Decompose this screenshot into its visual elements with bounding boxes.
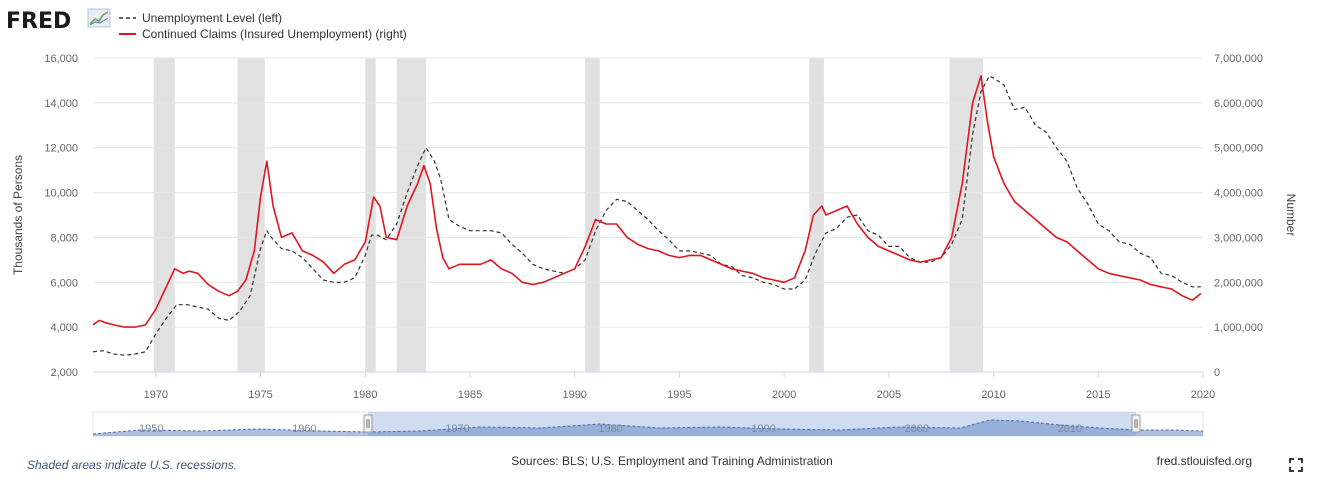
left-axis-title: Thousands of Persons — [11, 155, 25, 275]
navigator-label: 1980 — [598, 423, 622, 435]
right-y-tick-label: 5,000,000 — [1214, 143, 1263, 155]
left-y-tick-label: 2,000 — [50, 367, 78, 379]
right-y-tick-label: 2,000,000 — [1214, 277, 1263, 289]
x-axis-ticks: 1970 1975 1980 1985 1990 1995 2000 2005 2010 2015… — [93, 371, 1215, 401]
right-y-tick-label: 7,000,000 — [1214, 53, 1263, 65]
navigator-handle-right[interactable] — [1131, 414, 1141, 433]
range-navigator[interactable]: 1950 1960 1970 1980 1990 2000 2010 — [92, 411, 1204, 437]
fred-logo[interactable]: FRED — [6, 8, 111, 34]
right-y-tick-label: 0 — [1214, 367, 1220, 379]
right-axis-title: Number — [1284, 194, 1298, 237]
left-y-tick-label: 12,000 — [44, 143, 78, 155]
recession-band — [396, 58, 426, 372]
right-y-tick-label: 4,000,000 — [1214, 188, 1263, 200]
navigator-label: 1960 — [292, 423, 316, 435]
x-tick-label: 2015 — [1086, 389, 1110, 401]
plot-area — [92, 57, 1203, 373]
left-y-tick-label: 16,000 — [44, 53, 78, 65]
legend-item-continued-claims[interactable]: Continued Claims (Insured Unemployment) … — [119, 27, 407, 41]
legend-item-unemployment[interactable]: Unemployment Level (left) — [119, 11, 282, 25]
left-y-tick-label: 14,000 — [44, 98, 78, 110]
series-line-unemployment-level — [92, 75, 1201, 356]
legend-label-unemployment: Unemployment Level (left) — [142, 11, 282, 25]
x-tick-label: 2005 — [877, 389, 901, 401]
x-tick-label: 2020 — [1191, 389, 1215, 401]
navigator-handle-left[interactable] — [363, 414, 373, 433]
left-y-tick-label: 8,000 — [50, 232, 78, 244]
right-y-tick-label: 3,000,000 — [1214, 232, 1263, 244]
legend-label-continued-claims: Continued Claims (Insured Unemployment) … — [142, 27, 407, 41]
right-y-axis-ticks: 0 1,000,000 2,000,000 3,000,000 4,000,000 5,0… — [1214, 53, 1263, 379]
left-y-tick-label: 4,000 — [50, 322, 78, 334]
navigator-labels: 1950 1960 1970 1980 1990 2000 2010 — [139, 423, 1082, 435]
right-y-tick-label: 1,000,000 — [1214, 322, 1263, 334]
recession-band — [809, 58, 824, 372]
x-tick-label: 1980 — [353, 389, 377, 401]
x-tick-label: 1970 — [144, 389, 168, 401]
fullscreen-icon[interactable] — [1289, 458, 1303, 472]
navigator-label: 1970 — [445, 423, 469, 435]
x-tick-label: 2010 — [981, 389, 1005, 401]
recession-note: Shaded areas indicate U.S. recessions. — [27, 458, 237, 472]
x-tick-label: 2000 — [772, 389, 796, 401]
sources-text: Sources: BLS; U.S. Employment and Traini… — [511, 454, 833, 468]
line-graph-icon — [87, 8, 111, 28]
logo-text: FRED — [6, 9, 71, 34]
series-lines — [92, 75, 1202, 356]
navigator-label: 1950 — [139, 423, 163, 435]
left-y-tick-label: 6,000 — [50, 277, 78, 289]
x-tick-label: 1975 — [248, 389, 272, 401]
navigator-label: 1990 — [751, 423, 775, 435]
navigator-line-series — [92, 419, 1204, 435]
recession-band — [153, 58, 175, 372]
site-link[interactable]: fred.stlouisfed.org — [1157, 454, 1252, 468]
legend: Unemployment Level (left) Continued Clai… — [119, 11, 407, 41]
navigator-label: 2000 — [905, 423, 929, 435]
x-tick-label: 1995 — [667, 389, 691, 401]
left-y-tick-label: 10,000 — [44, 188, 78, 200]
x-tick-label: 1990 — [562, 389, 586, 401]
series-line-continued-claims — [92, 75, 1202, 328]
recession-band — [585, 58, 600, 372]
right-y-tick-label: 6,000,000 — [1214, 98, 1263, 110]
recession-band — [237, 58, 265, 372]
x-tick-label: 1985 — [458, 389, 482, 401]
navigator-label: 2010 — [1058, 423, 1082, 435]
left-y-axis-ticks: 2,000 4,000 6,000 8,000 10,000 12,000 14,000 16… — [44, 53, 78, 379]
plot-background — [93, 58, 1203, 372]
